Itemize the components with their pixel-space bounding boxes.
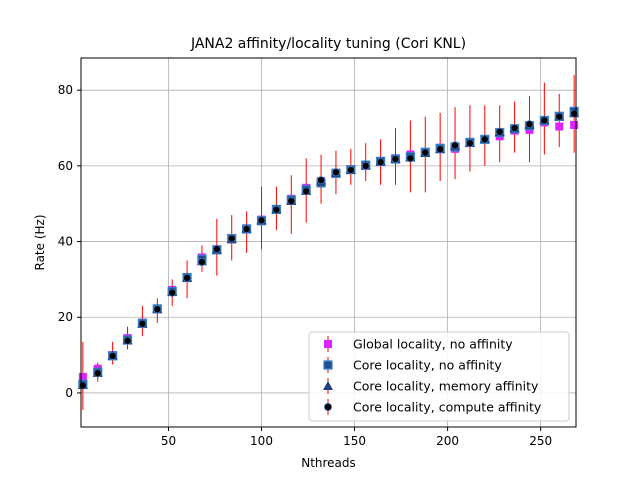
x-tick-label: 250 — [529, 434, 552, 448]
data-point — [302, 187, 311, 196]
data-point — [480, 135, 489, 144]
x-tick-label: 100 — [250, 434, 273, 448]
y-tick-label: 60 — [58, 159, 73, 173]
data-point — [323, 402, 332, 411]
data-point — [317, 176, 326, 185]
data-point — [540, 116, 549, 125]
data-point — [257, 216, 266, 225]
data-point — [451, 141, 460, 150]
data-point — [331, 168, 340, 177]
axis-ticks: 50 100 150 200 250 0 20 40 60 80 — [58, 83, 552, 448]
data-point — [183, 273, 192, 282]
data-point — [123, 336, 132, 345]
data-point — [421, 148, 430, 157]
y-tick-label: 0 — [65, 386, 73, 400]
data-point — [323, 381, 333, 390]
chart-title: JANA2 affinity/locality tuning (Cori KNL… — [190, 36, 466, 52]
data-point — [108, 351, 117, 360]
data-point — [272, 205, 281, 214]
data-point — [510, 124, 519, 133]
data-point — [346, 166, 355, 175]
data-point — [570, 109, 579, 118]
plot-frame — [80, 57, 577, 428]
data-point — [197, 257, 206, 266]
data-point — [525, 120, 534, 129]
data-point — [361, 161, 370, 170]
data-markers — [77, 106, 580, 390]
legend-label: Core locality, memory affinity — [353, 379, 539, 394]
data-point — [287, 197, 296, 206]
data-point — [138, 319, 147, 328]
y-tick-label: 40 — [58, 235, 73, 249]
y-tick-label: 80 — [58, 83, 73, 97]
data-point — [153, 305, 162, 314]
data-point — [78, 381, 87, 390]
data-point — [555, 112, 564, 121]
legend-label: Core locality, no affinity — [353, 358, 502, 373]
data-point — [227, 234, 236, 243]
data-point — [555, 122, 564, 131]
x-axis-label: Nthreads — [301, 456, 356, 470]
data-point — [324, 340, 332, 348]
legend-label: Core locality, compute affinity — [353, 400, 542, 415]
data-point — [495, 127, 504, 136]
legend-box — [308, 331, 570, 422]
data-point — [93, 369, 102, 378]
y-axis-label: Rate (Hz) — [33, 214, 47, 270]
x-tick-label: 200 — [436, 434, 459, 448]
x-tick-label: 50 — [161, 434, 176, 448]
data-point — [406, 154, 415, 163]
x-tick-label: 150 — [343, 434, 366, 448]
legend-label: Global locality, no affinity — [353, 337, 513, 352]
y-tick-label: 20 — [58, 310, 73, 324]
data-point — [391, 155, 400, 164]
data-point — [465, 139, 474, 148]
data-point — [323, 360, 333, 370]
data-point — [78, 373, 87, 382]
data-point — [168, 288, 177, 297]
data-point — [570, 120, 579, 129]
data-point — [242, 225, 251, 234]
legend: Global locality, no affinity Core localit… — [308, 331, 570, 422]
data-point — [436, 145, 445, 154]
data-point — [212, 245, 221, 254]
data-point — [376, 158, 385, 167]
